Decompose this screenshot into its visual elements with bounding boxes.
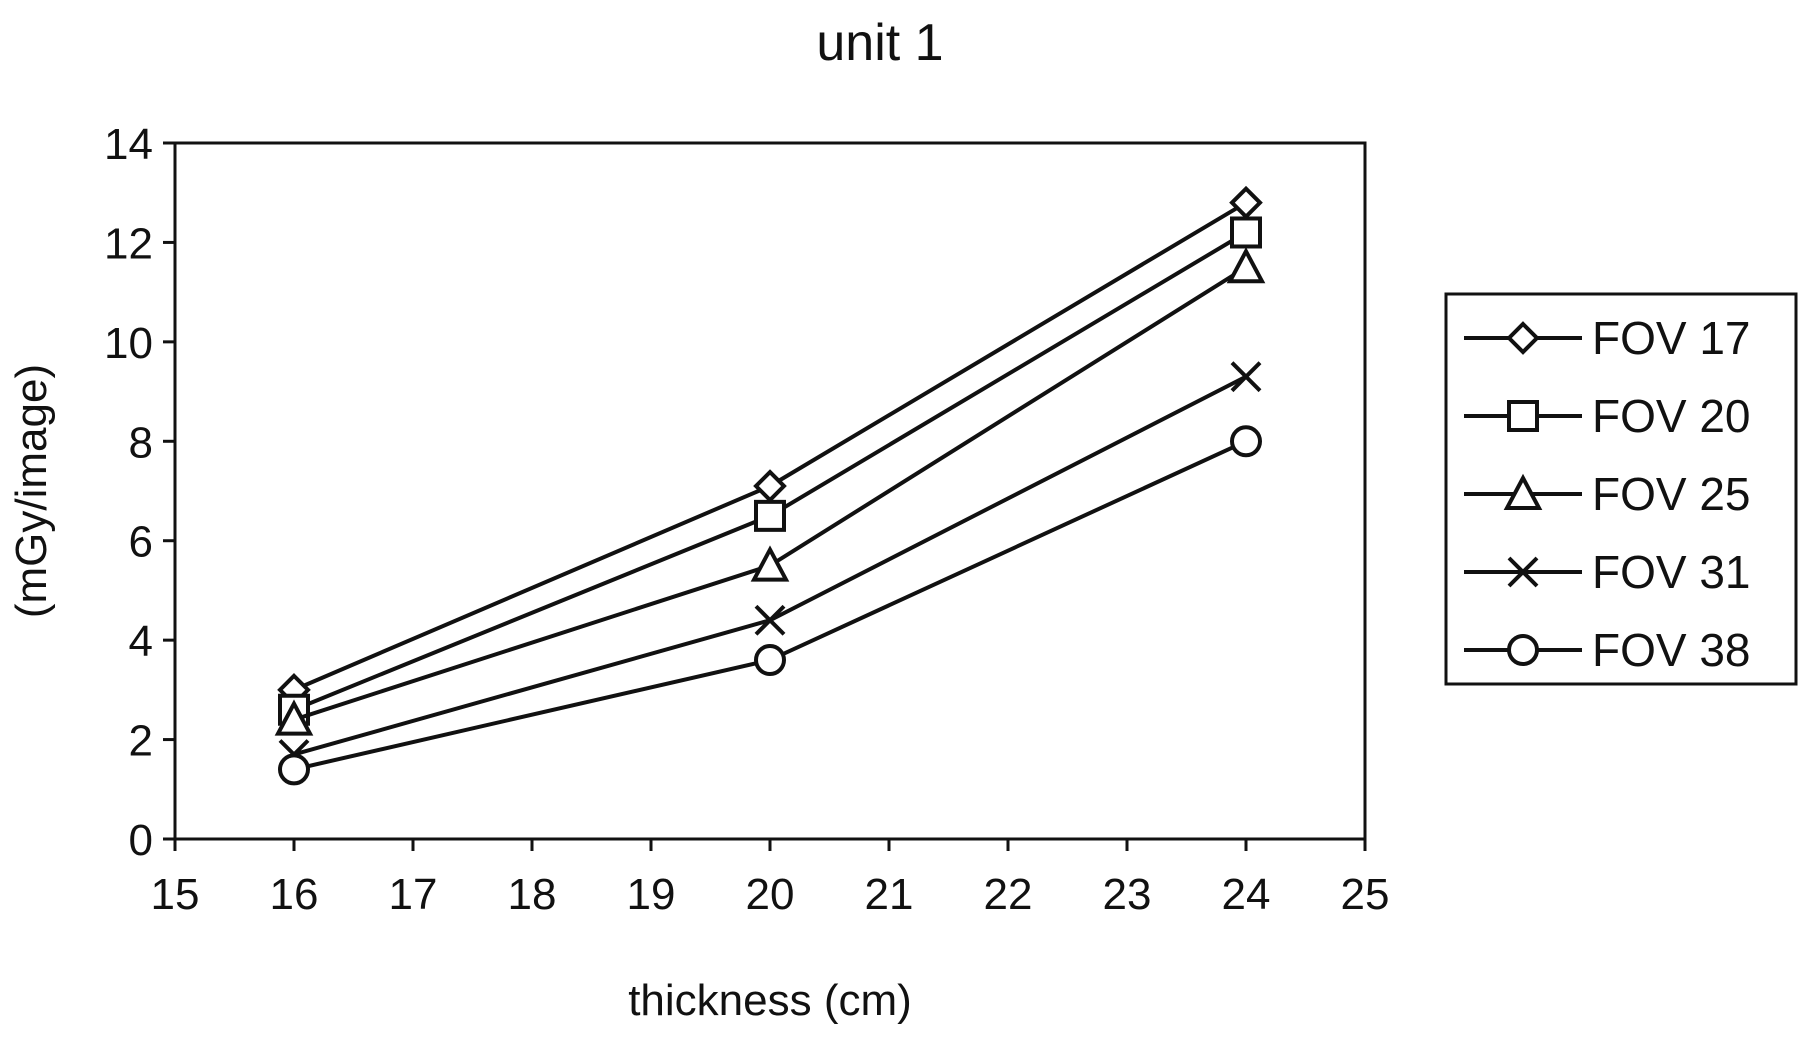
chart-title: unit 1	[816, 14, 943, 72]
y-tick-label: 0	[129, 816, 153, 865]
data-point-triangle	[1226, 247, 1266, 284]
legend-item: FOV 20	[1464, 390, 1751, 442]
legend-label: FOV 17	[1592, 312, 1751, 364]
x-tick-label: 24	[1222, 870, 1271, 919]
x-tick-label: 22	[984, 870, 1033, 919]
data-point-x	[754, 604, 786, 636]
legend-label: FOV 25	[1592, 468, 1751, 520]
data-point-circle	[1230, 425, 1262, 458]
data-point-triangle	[750, 545, 790, 582]
series-fov-17	[277, 185, 1263, 707]
data-point-square	[754, 499, 786, 532]
y-axis-label: (mGy/image)	[7, 364, 56, 618]
data-point-circle	[754, 644, 786, 677]
legend-marker-circle	[1507, 634, 1539, 666]
x-tick-label: 16	[270, 870, 319, 919]
legend-item: FOV 17	[1464, 312, 1751, 364]
legend-item: FOV 38	[1464, 624, 1751, 676]
legend-item: FOV 31	[1464, 546, 1751, 598]
x-tick-label: 19	[627, 870, 676, 919]
series-fov-20	[278, 216, 1262, 726]
legend-box	[1444, 292, 1798, 686]
x-tick-label: 23	[1103, 870, 1152, 919]
y-tick-label: 6	[129, 518, 153, 567]
legend-marker-x	[1507, 556, 1539, 588]
x-axis: 15 16 17 18 19 20 21 22 23 24 25	[151, 839, 1390, 919]
series-fov-38	[278, 425, 1262, 786]
data-point-x	[1230, 361, 1262, 393]
data-point-circle	[278, 753, 310, 786]
x-tick-label: 18	[508, 870, 557, 919]
data-point-triangle	[274, 699, 314, 736]
x-tick-label: 17	[389, 870, 438, 919]
legend-label: FOV 31	[1592, 546, 1751, 598]
legend-marker-diamond	[1506, 321, 1540, 355]
legend-label: FOV 38	[1592, 624, 1751, 676]
y-axis: 0 2 4 6 8 10 12 14	[104, 120, 175, 865]
y-tick-label: 14	[104, 120, 153, 169]
x-tick-label: 21	[865, 870, 914, 919]
legend-marker-square	[1507, 400, 1539, 432]
legend-item: FOV 25	[1464, 468, 1751, 520]
series-layer	[274, 185, 1266, 786]
x-tick-label: 20	[746, 870, 795, 919]
legend: FOV 17 FOV 20 FOV 25 FOV 31 FOV 38	[1444, 292, 1798, 686]
data-point-square	[1230, 216, 1262, 249]
y-tick-label: 10	[104, 319, 153, 368]
x-tick-label: 15	[151, 870, 200, 919]
y-tick-label: 12	[104, 219, 153, 268]
x-tick-label: 25	[1341, 870, 1390, 919]
y-tick-label: 4	[129, 617, 153, 666]
legend-marker-triangle	[1503, 473, 1543, 510]
y-tick-label: 8	[129, 418, 153, 467]
y-tick-label: 2	[129, 717, 153, 766]
series-fov-25	[274, 247, 1266, 736]
x-axis-label: thickness (cm)	[628, 976, 912, 1025]
legend-label: FOV 20	[1592, 390, 1751, 442]
